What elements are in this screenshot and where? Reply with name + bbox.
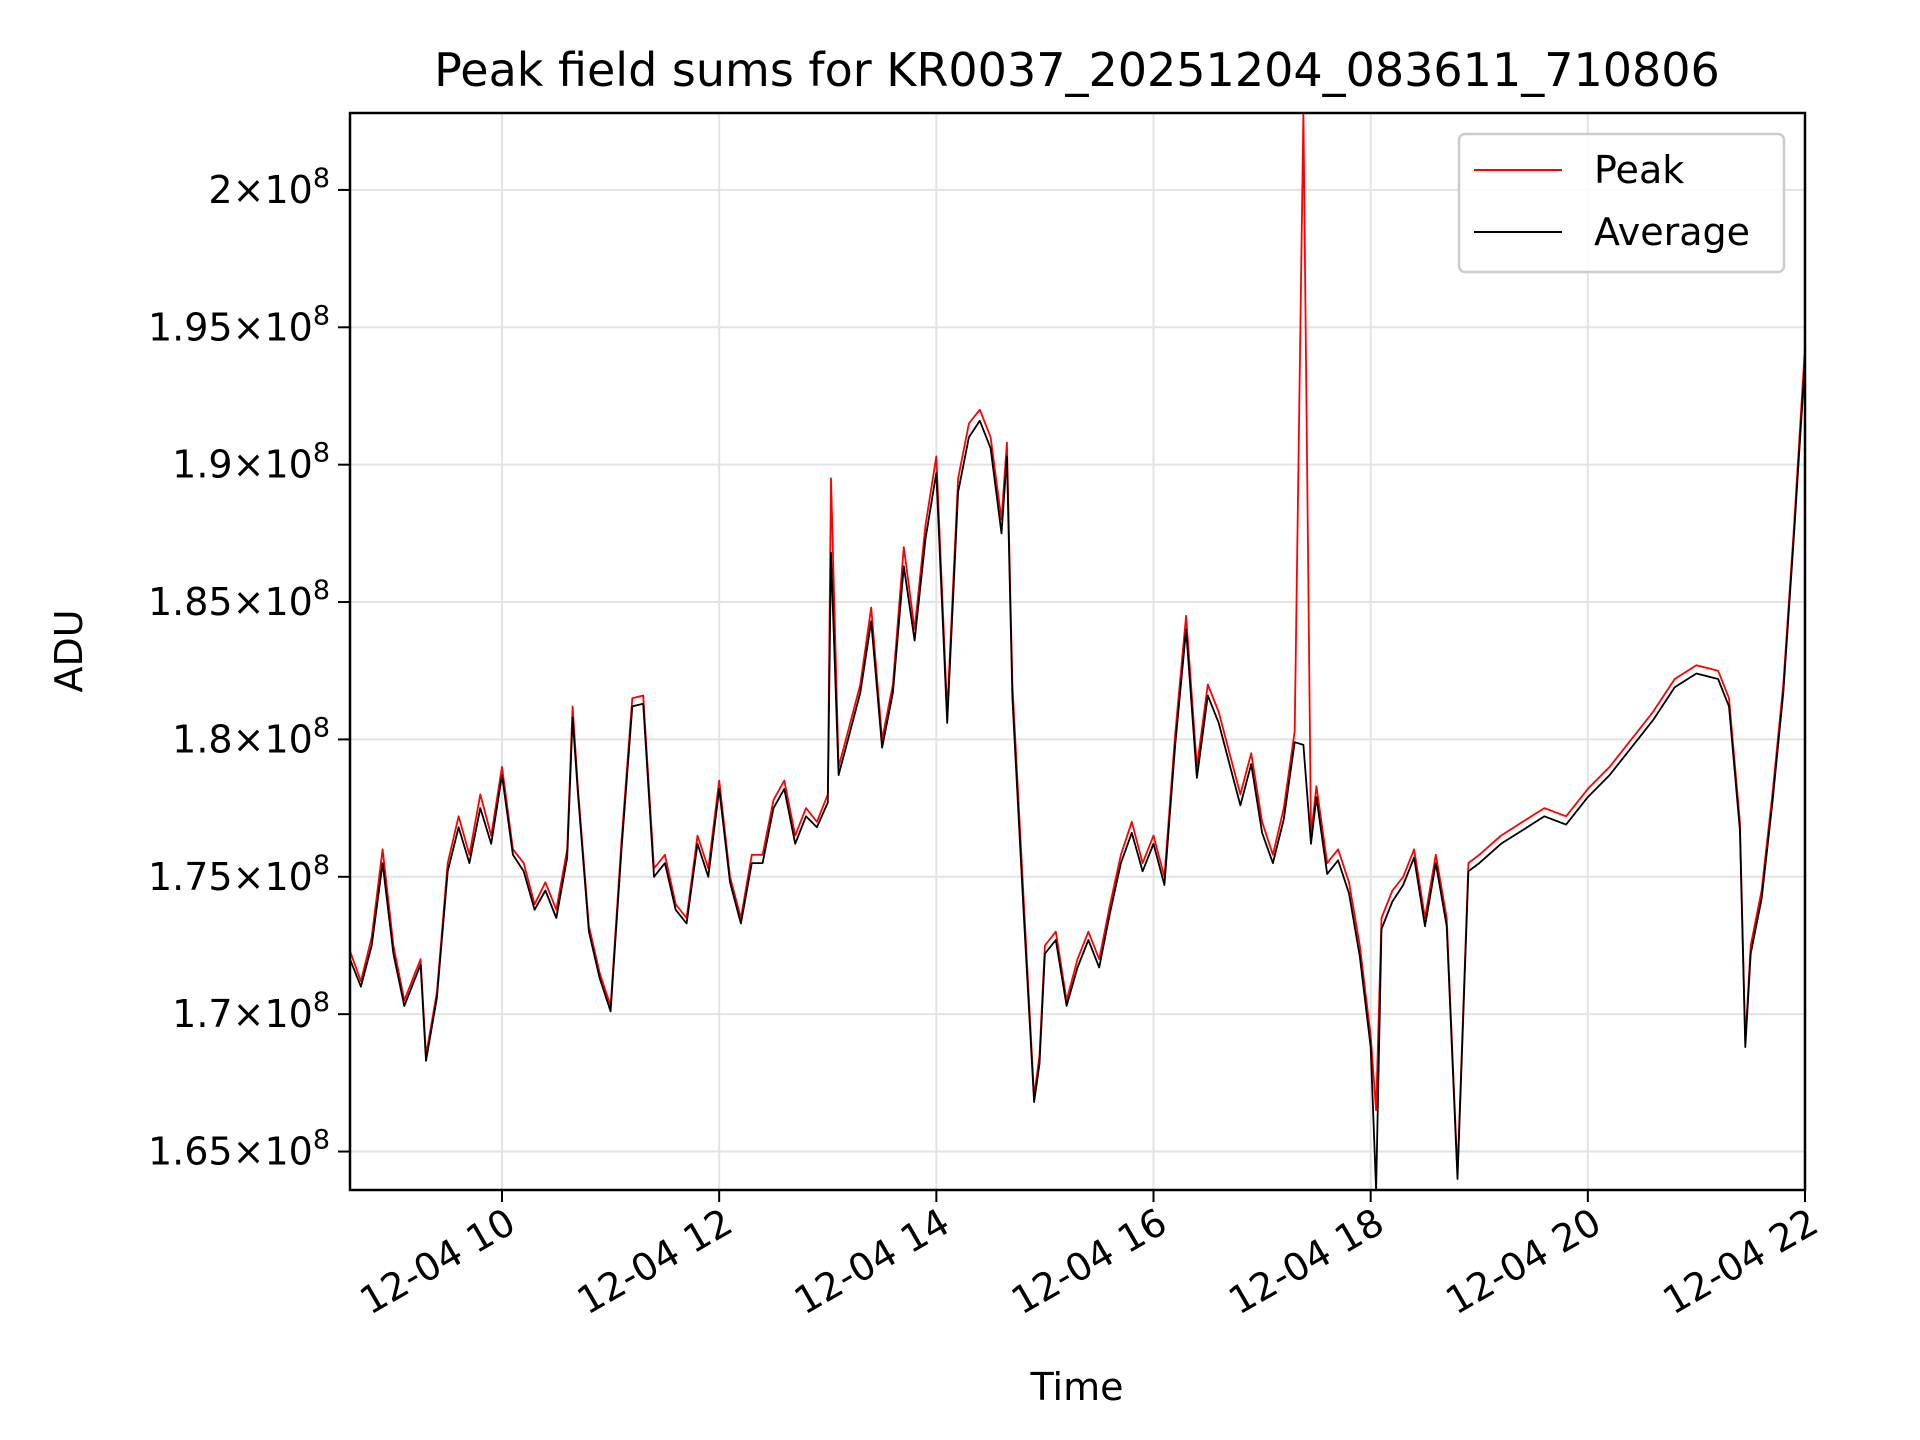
y-tick-mantissa: 1.65 (148, 1130, 233, 1174)
y-tick-times: ×10 (233, 443, 313, 487)
y-tick-label: 1.75×108 (148, 850, 330, 899)
y-tick-mantissa: 1.7 (172, 992, 232, 1036)
y-tick-label: 1.8×108 (172, 712, 330, 761)
y-tick-exponent: 8 (313, 163, 330, 194)
x-axis-label: Time (1030, 1365, 1124, 1409)
y-tick-label: 1.9×108 (172, 438, 330, 487)
y-tick-exponent: 8 (313, 987, 330, 1018)
y-tick-times: ×10 (233, 992, 313, 1036)
y-tick-mantissa: 1.95 (148, 305, 233, 349)
y-tick-exponent: 8 (313, 712, 330, 743)
legend-peak-label: Peak (1594, 148, 1684, 192)
y-tick-label: 2×108 (208, 163, 330, 212)
y-tick-label: 1.95×108 (148, 300, 330, 349)
y-tick-exponent: 8 (313, 438, 330, 469)
y-tick-label: 1.85×108 (148, 575, 330, 624)
legend-box (1457, 132, 1786, 274)
y-tick-times: ×10 (233, 168, 313, 212)
grid (350, 113, 1806, 1190)
y-tick-label: 1.7×108 (172, 987, 330, 1036)
y-tick-times: ×10 (233, 580, 313, 624)
y-tick-exponent: 8 (313, 575, 330, 606)
y-tick-times: ×10 (233, 305, 313, 349)
y-tick-mantissa: 1.85 (148, 580, 233, 624)
y-tick-mantissa: 1.75 (148, 855, 233, 899)
plot-area (350, 113, 1805, 1190)
y-tick-mantissa: 2 (208, 168, 232, 212)
axes-frame (348, 111, 1807, 1192)
y-tick-mantissa: 1.9 (172, 443, 232, 487)
y-tick-times: ×10 (233, 717, 313, 761)
series-average-line (350, 360, 1805, 1190)
y-tick-times: ×10 (233, 855, 313, 899)
y-tick-exponent: 8 (313, 850, 330, 881)
chart-title: Peak field sums for KR0037_20251204_0836… (434, 43, 1720, 97)
y-tick-exponent: 8 (313, 1125, 330, 1156)
y-tick-label: 1.65×108 (148, 1125, 330, 1174)
legend: Peak Average (1457, 132, 1786, 274)
y-tick-times: ×10 (233, 1130, 313, 1174)
y-axis-label: ADU (47, 609, 91, 692)
y-axis: 1.65×1081.7×1081.75×1081.8×1081.85×1081.… (148, 163, 350, 1174)
y-tick-mantissa: 1.8 (172, 717, 232, 761)
legend-average-label: Average (1594, 210, 1750, 254)
y-tick-exponent: 8 (313, 300, 330, 331)
